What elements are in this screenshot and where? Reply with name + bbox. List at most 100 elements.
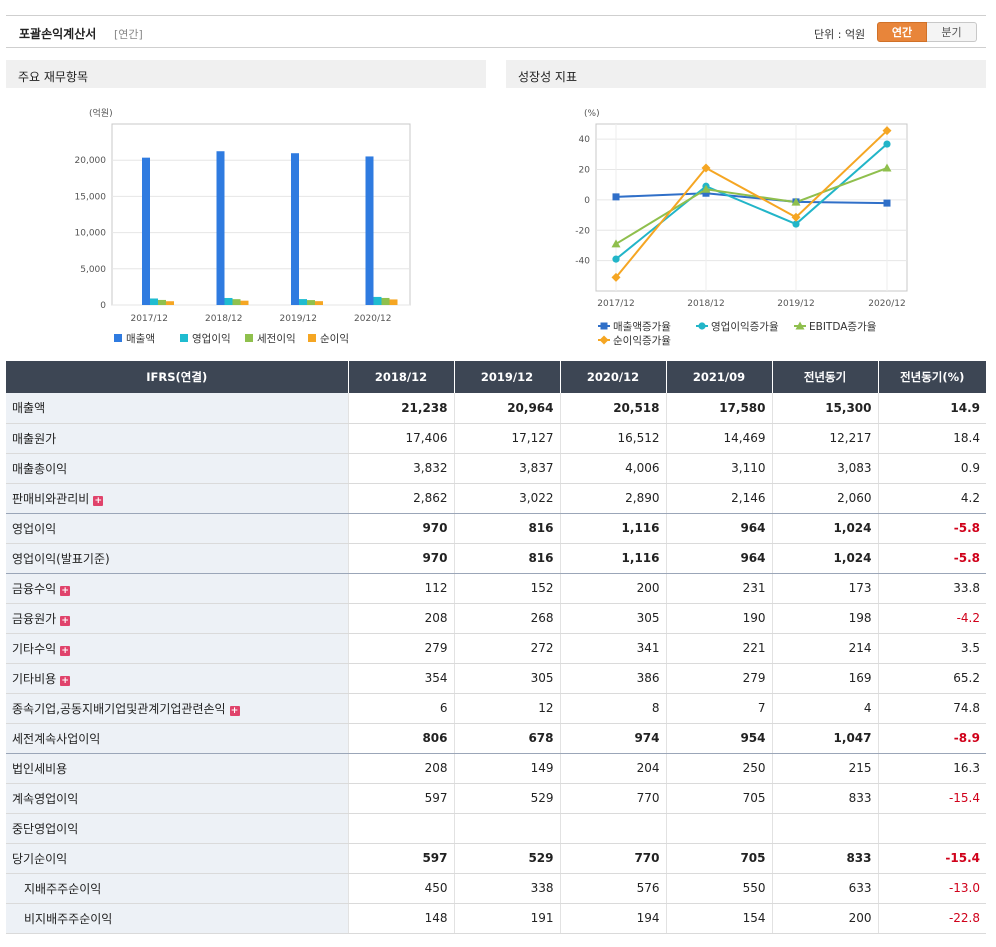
x-tick-label: 2020/12 <box>354 314 391 324</box>
series-line-2 <box>615 167 888 245</box>
table-row: 기타수익 +279 272 341 221 214 3.5 <box>6 633 986 664</box>
growth-line-chart: -40 -20 0 20 40 (%) 2017/12 2018/12 2019/12 2020/… <box>575 109 908 347</box>
income-statement-table: IFRS(연결) 2018/12 2019/12 2020/12 2021/09 전년동기… <box>6 361 986 934</box>
x-tick-label: 2018/12 <box>687 299 724 309</box>
line-point <box>698 322 706 330</box>
value-cell: -5.8 <box>877 513 986 544</box>
bar-3 <box>315 301 323 305</box>
legend-label: 순이익증가율 <box>613 335 671 347</box>
series-line-3 <box>615 129 888 278</box>
row-label-cell: 법인세비용 <box>6 753 348 784</box>
expand-plus-icon[interactable]: + <box>60 615 71 626</box>
value-cell: 1,047 <box>771 723 878 754</box>
bar-0 <box>142 157 150 305</box>
value-cell: 770 <box>559 843 666 874</box>
line-point <box>701 163 711 173</box>
value-cell: -5.8 <box>877 543 986 574</box>
value-cell <box>771 813 878 844</box>
row-label: 금융원가 <box>12 611 57 626</box>
expand-plus-icon[interactable]: + <box>60 645 71 656</box>
column-header: 2019/12 <box>453 361 560 393</box>
value-cell: 816 <box>453 543 560 574</box>
row-label-cell: 영업이익 <box>6 513 348 544</box>
value-cell: 190 <box>665 603 772 634</box>
value-cell: 7 <box>665 693 772 724</box>
value-cell: 6 <box>347 693 454 724</box>
row-label: 세전계속사업이익 <box>12 731 101 746</box>
value-cell: 550 <box>665 873 772 904</box>
value-cell: 191 <box>453 903 560 934</box>
row-label-cell: 금융수익 + <box>6 573 348 604</box>
bar-2 <box>307 300 315 305</box>
value-cell: 576 <box>559 873 666 904</box>
value-cell: 17,127 <box>453 423 560 454</box>
expand-plus-icon[interactable]: + <box>229 705 240 716</box>
statement-period: [연간] <box>114 28 143 41</box>
x-tick-label: 2017/12 <box>131 314 168 324</box>
expand-plus-icon[interactable]: + <box>60 585 71 596</box>
table-row: 당기순이익 597 529 770 705 833 -15.4 <box>6 843 986 874</box>
value-cell: 208 <box>347 603 454 634</box>
quarter-toggle-button[interactable]: 분기 <box>927 22 977 42</box>
value-cell: 17,580 <box>665 393 772 424</box>
annual-toggle-button[interactable]: 연간 <box>877 22 927 42</box>
row-label: 법인세비용 <box>12 761 68 776</box>
value-cell: 833 <box>771 783 878 814</box>
bar-0 <box>365 156 374 305</box>
value-cell: 806 <box>347 723 454 754</box>
line-point <box>791 197 801 206</box>
legend-swatch <box>180 334 188 342</box>
value-cell: -15.4 <box>877 783 986 814</box>
value-cell: 4,006 <box>559 453 666 484</box>
value-cell: -22.8 <box>877 903 986 934</box>
value-cell: -13.0 <box>877 873 986 904</box>
bar-0 <box>291 153 299 305</box>
value-cell: 250 <box>665 753 772 784</box>
y-tick-label: 40 <box>579 135 591 145</box>
table-row: 중단영업이익 <box>6 813 986 844</box>
value-cell: 16,512 <box>559 423 666 454</box>
legend-label: 세전이익 <box>257 333 296 345</box>
value-cell: 152 <box>453 573 560 604</box>
expand-plus-icon[interactable]: + <box>60 675 71 686</box>
table-row: 계속영업이익 597 529 770 705 833 -15.4 <box>6 783 986 814</box>
legend-swatch <box>114 334 122 342</box>
value-cell: 1,116 <box>559 543 666 574</box>
y-tick-label: 10,000 <box>75 229 107 239</box>
expand-plus-icon[interactable]: + <box>93 495 104 506</box>
table-row: 비지배주주순이익 148 191 194 154 200 -22.8 <box>6 903 986 934</box>
value-cell: 173 <box>771 573 878 604</box>
value-cell: 964 <box>665 513 772 544</box>
row-label: 당기순이익 <box>12 851 68 866</box>
value-cell: 20,518 <box>559 393 666 424</box>
table-row: 영업이익(발표기준) 970 816 1,116 964 1,024 -5.8 <box>6 543 986 574</box>
value-cell: 2,060 <box>771 483 878 514</box>
legend-swatch <box>245 334 253 342</box>
line-point <box>792 220 800 228</box>
row-label-cell: 중단영업이익 <box>6 813 348 844</box>
value-cell: 450 <box>347 873 454 904</box>
statement-title: 포괄손익계산서 <box>19 27 97 41</box>
value-cell: 204 <box>559 753 666 784</box>
value-cell: 208 <box>347 753 454 784</box>
value-cell: 3,022 <box>453 483 560 514</box>
x-tick-label: 2019/12 <box>777 299 814 309</box>
value-cell <box>877 813 986 844</box>
value-cell: 3,083 <box>771 453 878 484</box>
value-cell: 529 <box>453 843 560 874</box>
value-cell: 279 <box>347 633 454 664</box>
row-label-cell: 계속영업이익 <box>6 783 348 814</box>
plot-area <box>111 123 411 306</box>
table-row: 매출액 21,238 20,964 20,518 17,580 15,300 14.9 <box>6 393 986 424</box>
value-cell: 148 <box>347 903 454 934</box>
bar-0 <box>216 151 225 305</box>
table-row: 종속기업,공동지배기업및관계기업관련손익 +6 12 8 7 4 74.8 <box>6 693 986 724</box>
line-point <box>791 212 801 222</box>
value-cell <box>665 813 772 844</box>
left-panel-title: 주요 재무항목 <box>6 60 486 88</box>
x-tick-label: 2019/12 <box>280 314 317 324</box>
legend-swatch <box>308 334 316 342</box>
value-cell: 974 <box>559 723 666 754</box>
value-cell: 65.2 <box>877 663 986 694</box>
row-label-cell: 매출원가 <box>6 423 348 454</box>
